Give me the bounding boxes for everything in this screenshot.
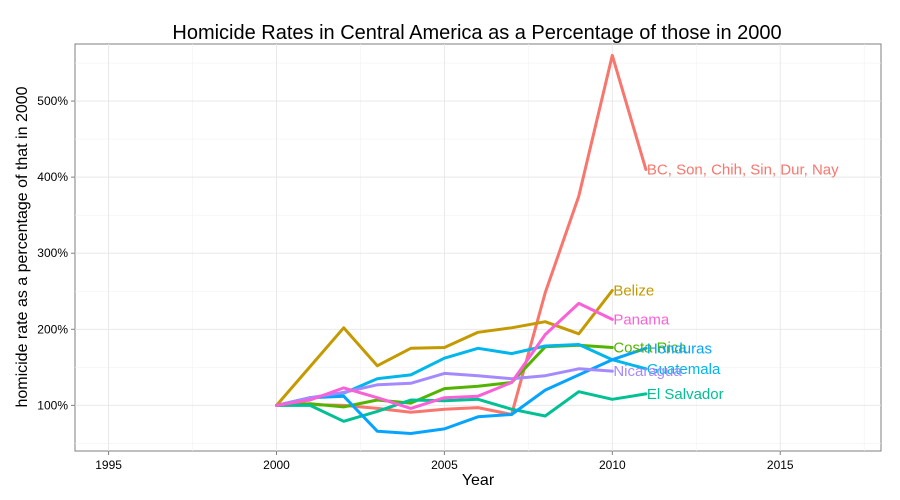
plot-panel xyxy=(74,43,882,452)
y-tick-label: 400% xyxy=(37,170,68,184)
y-axis: 100% 200% 300% 400% 500% xyxy=(37,94,75,412)
minor-gridlines xyxy=(75,44,881,451)
series-end-label: El Salvador xyxy=(647,386,724,403)
series-line xyxy=(275,390,648,423)
y-axis-title: homicide rate as a percentage of that in… xyxy=(14,86,31,407)
y-tick-label: 100% xyxy=(37,398,68,412)
x-tick-label: 2005 xyxy=(431,458,458,472)
series-labels: BC, Son, Chih, Sin, Dur, Nay Belize Costa … xyxy=(613,162,839,403)
x-tick-label: 1995 xyxy=(95,458,122,472)
series-end-label: Honduras xyxy=(647,340,712,357)
series-lines xyxy=(275,53,648,435)
series-end-label: Panama xyxy=(613,311,670,328)
series-end-label: Costa Rica xyxy=(613,340,687,357)
series-line xyxy=(275,346,648,435)
y-tick-label: 500% xyxy=(37,94,68,108)
y-tick-label: 300% xyxy=(37,246,68,260)
x-tick-label: 2010 xyxy=(599,458,626,472)
x-axis-title: Year xyxy=(462,472,495,489)
major-gridlines xyxy=(75,44,881,451)
series-end-label: Belize xyxy=(613,282,654,299)
series-line xyxy=(275,367,614,407)
x-tick-label: 2015 xyxy=(767,458,794,472)
series-end-label: BC, Son, Chih, Sin, Dur, Nay xyxy=(647,162,839,179)
series-end-label: Guatemala xyxy=(647,361,721,378)
series-end-label: Nicaragua xyxy=(613,363,682,380)
series-line xyxy=(275,301,614,410)
y-tick-label: 200% xyxy=(37,322,68,336)
chart-title: Homicide Rates in Central America as a P… xyxy=(172,22,781,44)
x-axis: 1995 2000 2005 2010 2015 xyxy=(95,451,794,472)
x-tick-label: 2000 xyxy=(263,458,290,472)
